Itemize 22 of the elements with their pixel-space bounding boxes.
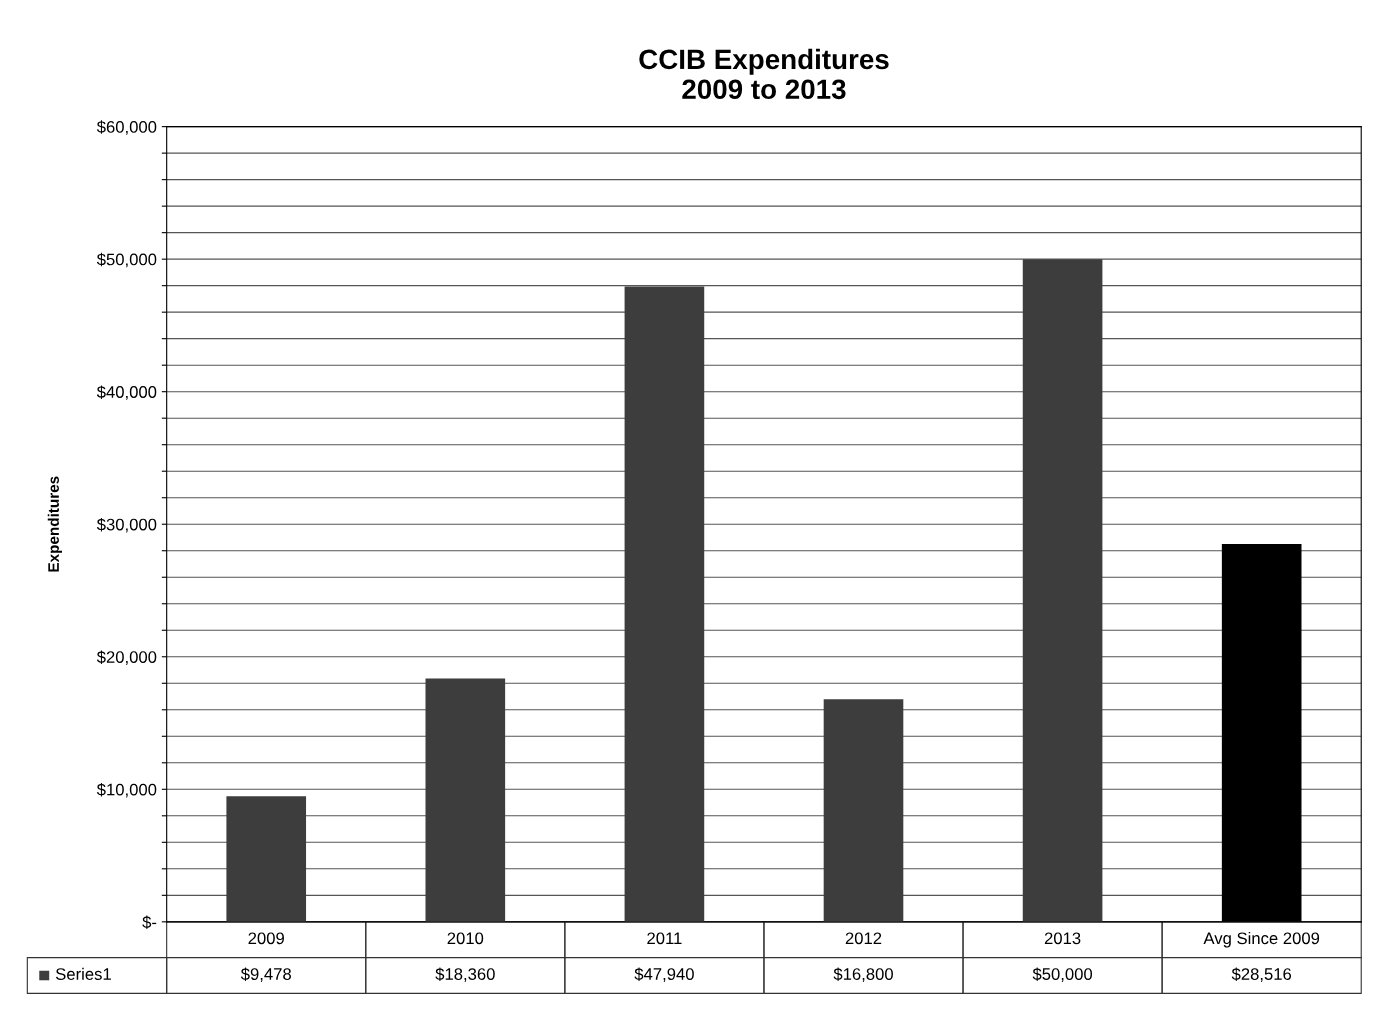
y-tick-label: $20,000 xyxy=(96,650,157,665)
x-tick-label: 2009 xyxy=(248,932,284,945)
x-tick-label: 2012 xyxy=(845,932,882,945)
y-tick-label: $60,000 xyxy=(96,120,157,135)
data-label: $47,940 xyxy=(634,967,694,982)
y-tick-label: $- xyxy=(142,915,157,930)
x-tick-label: 2010 xyxy=(447,932,484,945)
legend-label: Series1 xyxy=(55,967,111,980)
chart-title: CCIB Expenditures 2009 to 2013 xyxy=(639,48,889,100)
data-label: $50,000 xyxy=(1032,967,1093,982)
y-tick-label: $40,000 xyxy=(96,385,157,400)
y-axis-title: Expenditures xyxy=(47,476,62,572)
data-label: $9,478 xyxy=(240,967,291,982)
x-tick-label: 2011 xyxy=(647,932,682,945)
data-label: $18,360 xyxy=(435,967,495,982)
data-label: $28,516 xyxy=(1231,967,1292,982)
x-tick-label: Avg Since 2009 xyxy=(1203,931,1320,948)
data-label: $16,800 xyxy=(833,967,893,982)
y-tick-label: $30,000 xyxy=(96,517,157,533)
y-tick-label: $50,000 xyxy=(96,252,157,268)
y-tick-label: $10,000 xyxy=(96,783,157,798)
x-tick-label: 2013 xyxy=(1044,932,1081,945)
